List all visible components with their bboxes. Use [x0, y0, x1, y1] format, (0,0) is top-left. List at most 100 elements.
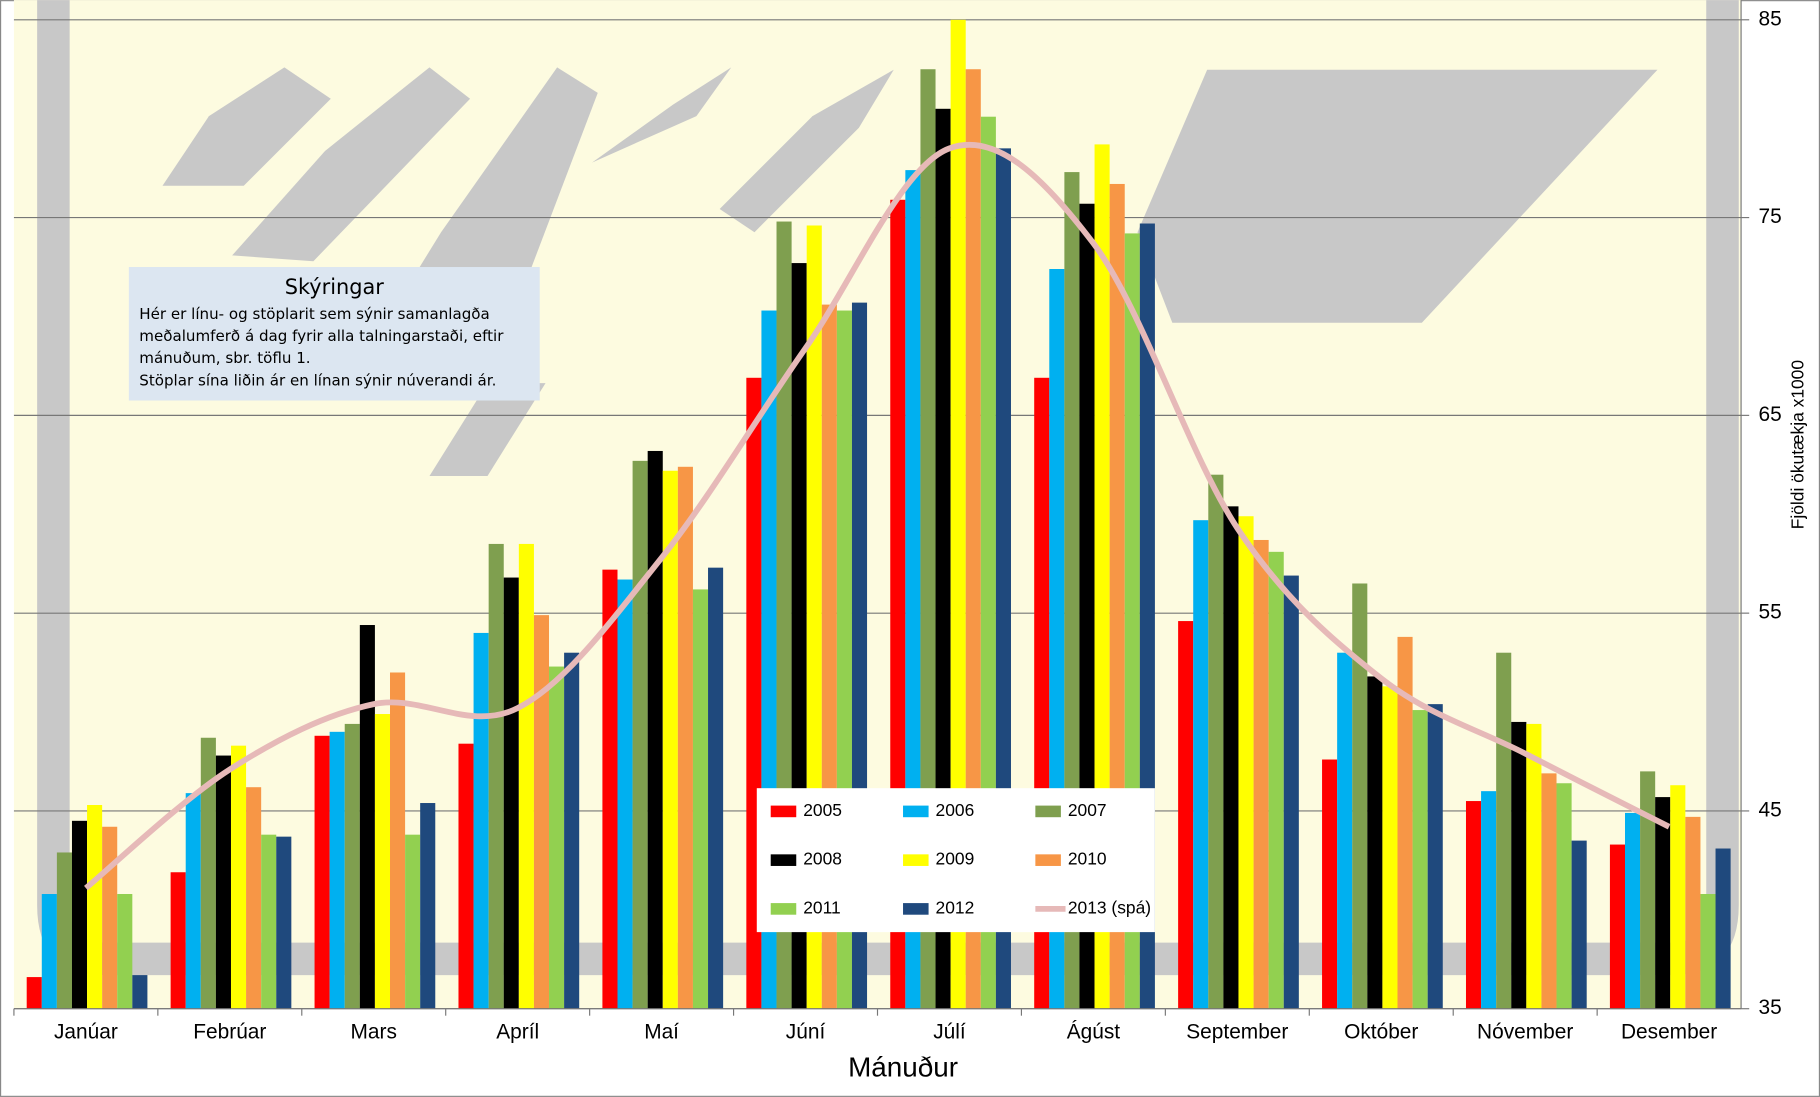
x-tick-label: Desember: [1621, 1021, 1717, 1044]
y-tick-label: 85: [1758, 7, 1781, 30]
bar: [329, 731, 345, 1009]
note-line: mánuðum, sbr. töflu 1.: [139, 349, 310, 367]
legend-label: 2006: [936, 800, 975, 820]
bar: [965, 69, 981, 1009]
bar: [980, 116, 996, 1009]
bar: [390, 672, 406, 1009]
bar: [473, 632, 489, 1009]
bar: [41, 894, 57, 1009]
bar: [662, 470, 678, 1009]
bar: [1526, 723, 1542, 1009]
bar: [1337, 652, 1353, 1009]
x-tick-label: September: [1186, 1021, 1288, 1044]
bar: [1283, 575, 1299, 1009]
bar: [170, 872, 186, 1009]
bar: [246, 787, 262, 1009]
note-line: Stöplar sína liðin ár en línan sýnir núv…: [139, 371, 496, 389]
legend-label: 2013 (spá): [1068, 897, 1151, 917]
y-tick-label: 35: [1758, 996, 1781, 1019]
bar: [692, 589, 709, 1009]
bar: [1223, 506, 1239, 1009]
bar: [1382, 686, 1398, 1009]
legend-label: 2009: [936, 849, 975, 869]
bar: [359, 625, 375, 1009]
bar: [1268, 551, 1284, 1009]
bar: [276, 836, 292, 1009]
bar: [102, 826, 118, 1009]
bar: [1541, 773, 1557, 1009]
bar: [549, 666, 565, 1009]
y-tick-label: 75: [1758, 205, 1781, 228]
bar: [374, 714, 390, 1009]
note-line: meðalumferð á dag fyrir alla talningarst…: [139, 327, 504, 345]
bar: [1367, 676, 1383, 1009]
legend-swatch: [770, 903, 797, 915]
x-tick-label: Febrúar: [193, 1021, 266, 1044]
bar: [602, 569, 618, 1009]
note-box: Skýringar Hér er línu- og stöplarit sem …: [128, 267, 540, 401]
bar: [950, 19, 966, 1009]
bar: [420, 803, 436, 1009]
bar: [617, 579, 633, 1009]
bar: [1427, 704, 1443, 1009]
bar: [1670, 785, 1686, 1009]
legend-label: 2010: [1068, 849, 1107, 869]
legend-swatch: [770, 854, 797, 866]
x-tick-label: Nóvember: [1477, 1021, 1573, 1044]
legend-swatch: [903, 805, 929, 818]
bar: [518, 543, 534, 1009]
legend-label: 2011: [803, 897, 840, 917]
bar: [344, 723, 360, 1009]
bar: [708, 567, 724, 1009]
x-axis-title: Mánuður: [848, 1051, 958, 1082]
bar: [1511, 721, 1527, 1009]
bar: [677, 466, 693, 1009]
bar: [488, 543, 504, 1009]
x-tick-label: Júní: [786, 1021, 826, 1044]
bar: [1496, 652, 1512, 1009]
bar: [26, 977, 42, 1009]
bar: [503, 577, 519, 1009]
x-tick-label: Apríl: [496, 1021, 539, 1044]
bar: [1238, 516, 1254, 1009]
bar: [132, 975, 148, 1009]
bar: [1609, 844, 1625, 1009]
x-tick-label: Ágúst: [1067, 1021, 1121, 1044]
legend-label: 2012: [936, 897, 975, 917]
legend-label: 2008: [803, 849, 842, 869]
x-tick-label: Október: [1344, 1021, 1418, 1044]
legend-swatch: [1035, 854, 1061, 866]
legend-label: 2005: [803, 800, 842, 820]
bar: [1465, 801, 1482, 1009]
bar: [314, 735, 330, 1009]
y-tick-label: 45: [1758, 798, 1781, 821]
legend-swatch: [1035, 805, 1061, 818]
bar: [935, 108, 951, 1009]
bar: [1625, 812, 1641, 1009]
note-line: Hér er línu- og stöplarit sem sýnir sama…: [139, 305, 489, 323]
x-tick-label: Mars: [351, 1021, 397, 1044]
x-tick-label: Júlí: [933, 1021, 966, 1044]
bar: [1322, 759, 1338, 1009]
bar: [71, 820, 88, 1009]
legend-swatch: [903, 903, 929, 915]
bar: [56, 852, 72, 1009]
bar: [230, 745, 247, 1009]
legend-swatch: [903, 854, 929, 866]
bar: [261, 834, 277, 1009]
bar: [1412, 710, 1428, 1009]
bar: [1640, 771, 1656, 1009]
legend-label: 2007: [1068, 800, 1107, 820]
y-tick-label: 55: [1758, 601, 1781, 624]
bar: [1253, 539, 1269, 1009]
bar: [200, 737, 216, 1009]
bar: [1700, 894, 1716, 1009]
bar: [1556, 783, 1572, 1009]
y-tick-label: 65: [1758, 403, 1781, 426]
bar: [458, 743, 474, 1009]
x-tick-label: Janúar: [54, 1021, 118, 1044]
bar: [87, 805, 103, 1009]
bar: [185, 793, 201, 1009]
bar: [1481, 791, 1497, 1009]
